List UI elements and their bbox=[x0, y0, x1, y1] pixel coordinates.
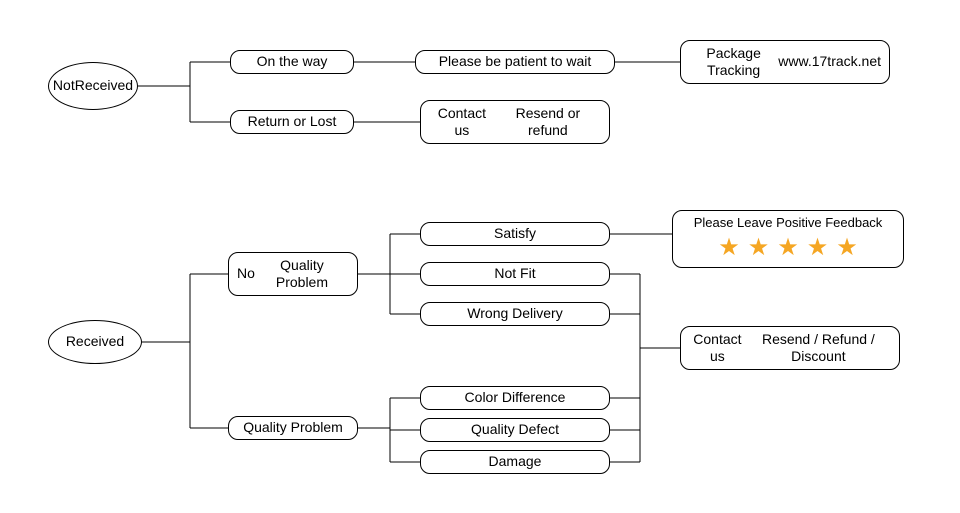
node-damage: Damage bbox=[420, 450, 610, 474]
node-line: No bbox=[237, 265, 255, 283]
node-line: Resend / Refund / Discount bbox=[746, 331, 891, 366]
node-line: Color Difference bbox=[465, 389, 566, 407]
node-satisfy: Satisfy bbox=[420, 222, 610, 246]
node-line: Received bbox=[66, 333, 124, 351]
node-line: Not Fit bbox=[494, 265, 535, 283]
star-row: ★★★★★ bbox=[718, 233, 858, 263]
node-received: Received bbox=[48, 320, 142, 364]
node-return-lost: Return or Lost bbox=[230, 110, 354, 134]
node-not-fit: Not Fit bbox=[420, 262, 610, 286]
node-line: Not bbox=[53, 77, 75, 95]
node-please-wait: Please be patient to wait bbox=[415, 50, 615, 74]
node-line: Satisfy bbox=[494, 225, 536, 243]
flowchart-canvas: NotReceivedOn the wayPlease be patient t… bbox=[0, 0, 960, 513]
feedback-text: Please Leave Positive Feedback bbox=[694, 215, 883, 231]
node-line: Damage bbox=[489, 453, 542, 471]
node-line: Received bbox=[75, 77, 133, 95]
node-line: On the way bbox=[257, 53, 328, 71]
node-quality-problem: Quality Problem bbox=[228, 416, 358, 440]
node-line: Quality Problem bbox=[255, 257, 349, 292]
node-on-the-way: On the way bbox=[230, 50, 354, 74]
star-icon: ★ bbox=[748, 233, 770, 263]
node-line: Wrong Delivery bbox=[467, 305, 562, 323]
node-line: Resend or refund bbox=[495, 105, 601, 140]
node-quality-defect: Quality Defect bbox=[420, 418, 610, 442]
node-wrong-delivery: Wrong Delivery bbox=[420, 302, 610, 326]
node-tracking: Package Trackingwww.17track.net bbox=[680, 40, 890, 84]
star-icon: ★ bbox=[777, 233, 799, 263]
node-line: Package Tracking bbox=[689, 45, 778, 80]
node-contact-rrd: Contact usResend / Refund / Discount bbox=[680, 326, 900, 370]
star-icon: ★ bbox=[718, 233, 740, 263]
node-line: Return or Lost bbox=[248, 113, 337, 131]
node-contact-resend-refund: Contact usResend or refund bbox=[420, 100, 610, 144]
node-line: www.17track.net bbox=[778, 53, 881, 71]
node-color-diff: Color Difference bbox=[420, 386, 610, 410]
node-line: Please be patient to wait bbox=[439, 53, 592, 71]
node-line: Contact us bbox=[689, 331, 746, 366]
star-icon: ★ bbox=[836, 233, 858, 263]
node-line: Contact us bbox=[429, 105, 495, 140]
node-line: Quality Problem bbox=[243, 419, 343, 437]
star-icon: ★ bbox=[807, 233, 829, 263]
node-not-received: NotReceived bbox=[48, 62, 138, 110]
node-line: Quality Defect bbox=[471, 421, 559, 439]
node-no-quality: NoQuality Problem bbox=[228, 252, 358, 296]
node-feedback: Please Leave Positive Feedback★★★★★ bbox=[672, 210, 904, 268]
